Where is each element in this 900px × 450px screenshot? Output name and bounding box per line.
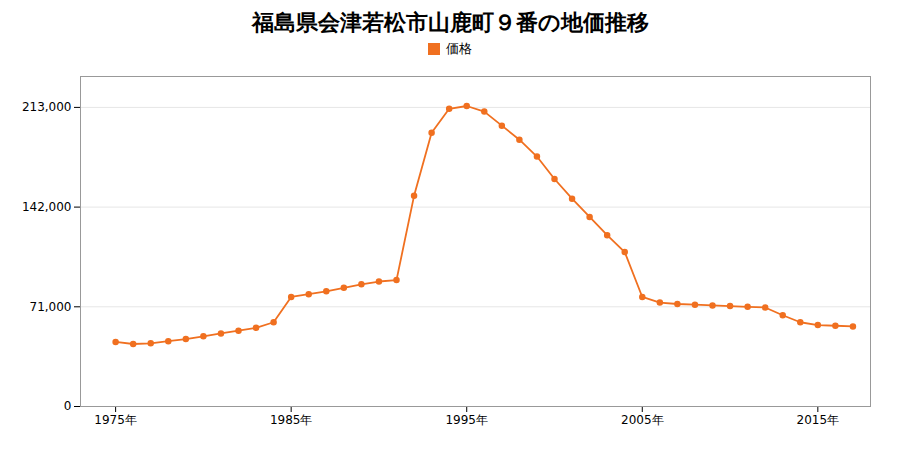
svg-text:2005年: 2005年: [621, 413, 664, 427]
svg-text:1985年: 1985年: [270, 413, 313, 427]
html-text:価格: 価格: [446, 41, 472, 56]
svg-text:0: 0: [64, 399, 72, 413]
html-text:福島県会津若松市山鹿町９番の地価推移: 福島県会津若松市山鹿町９番の地価推移: [251, 10, 649, 35]
svg-text:2015年: 2015年: [797, 413, 840, 427]
svg-text:1975年: 1975年: [94, 413, 137, 427]
svg-text:142,000: 142,000: [22, 200, 72, 214]
svg-text:213,000: 213,000: [22, 100, 72, 114]
svg-text:71,000: 71,000: [30, 300, 72, 314]
svg-text:1995年: 1995年: [445, 413, 488, 427]
